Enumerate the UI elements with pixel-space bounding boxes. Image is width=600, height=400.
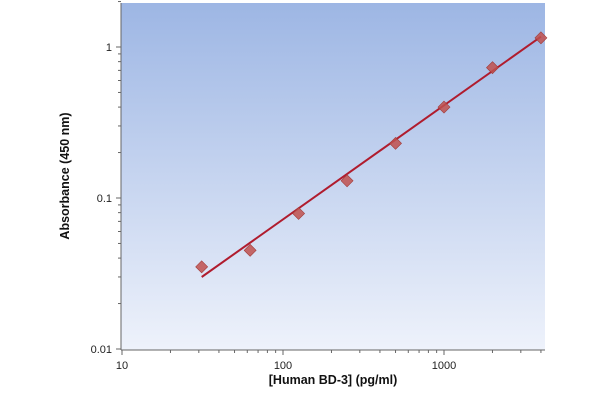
data-point <box>195 260 209 274</box>
data-points-layer <box>195 31 548 274</box>
y-tick-label: 0.01 <box>91 344 112 356</box>
y-tick-labels: 0.01 0.1 1 <box>91 42 112 356</box>
data-point <box>389 136 402 150</box>
y-axis-title: Absorbance (450 nm) <box>58 112 72 239</box>
data-point <box>340 174 354 188</box>
plot-area <box>121 3 545 350</box>
x-tick-label: 100 <box>274 360 292 372</box>
y-tick-label: 1 <box>106 42 112 54</box>
x-axis-title: [Human BD-3] (pg/ml) <box>269 373 397 387</box>
x-tick-label: 10 <box>116 360 128 372</box>
data-point <box>486 61 499 75</box>
data-point <box>292 207 306 220</box>
fit-line-layer <box>201 35 542 278</box>
y-tick-label: 0.1 <box>97 193 112 205</box>
x-tick-label: 1000 <box>432 360 456 372</box>
data-point <box>437 100 451 114</box>
fit-line <box>201 35 542 278</box>
data-point <box>243 243 257 257</box>
axes <box>116 1 545 355</box>
data-point <box>534 31 548 45</box>
x-tick-labels: 10 100 1000 <box>116 360 456 372</box>
